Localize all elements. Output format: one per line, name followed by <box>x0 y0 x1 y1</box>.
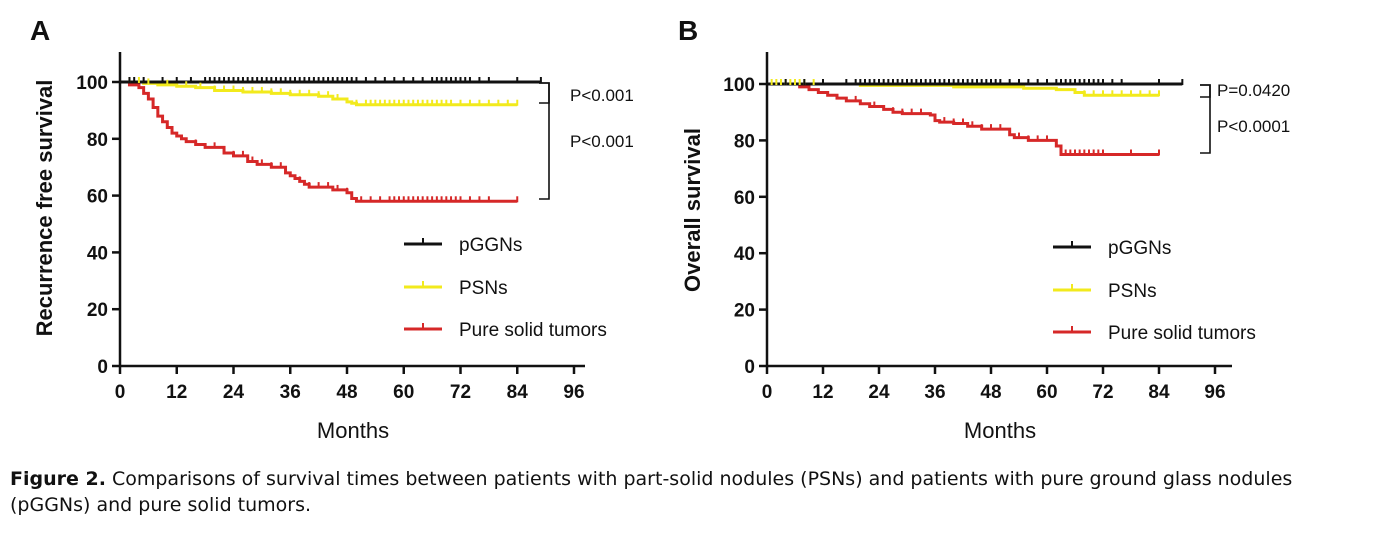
panel-b-censor-marks <box>770 79 1184 156</box>
panel-a-p-values: P<0.001 P<0.001 <box>539 82 634 200</box>
panel-a-y-tick-label-80: 80 <box>87 130 108 151</box>
panel-b-x-tick-label-36: 36 <box>924 382 945 403</box>
panel-a-x-tick-label-48: 48 <box>336 382 357 403</box>
panel-b-legend-label-pggns: pGGNs <box>1108 238 1171 259</box>
panel-a-x-tick-label-12: 12 <box>166 382 187 403</box>
panel-a-bracket-1 <box>539 82 550 200</box>
figure-caption: Figure 2. Comparisons of survival times … <box>10 466 1360 518</box>
panel-b-bracket-1 <box>1200 84 1211 154</box>
panel-b: B Overall survival Months 0 20 40 60 80 100 0 1… <box>678 15 1290 443</box>
caption-label: Figure 2. <box>10 468 106 490</box>
panel-b-x-axis-title: Months <box>964 418 1036 443</box>
panel-b-p-value-1: P<0.0001 <box>1217 117 1290 136</box>
panel-a: A Recurrence free survival Months 0 20 40 6… <box>30 15 634 443</box>
panel-b-legend: pGGNs PSNs Pure solid tumors <box>1053 238 1256 344</box>
panel-a-x-tick-label-96: 96 <box>563 382 584 403</box>
panel-a-legend-label-pure-solid-tumors: Pure solid tumors <box>459 320 607 341</box>
panel-b-x-tick-label-72: 72 <box>1092 382 1113 403</box>
panel-b-p-value-0: P=0.0420 <box>1217 81 1290 100</box>
panel-a-censor-marks <box>128 77 542 203</box>
panel-a-letter: A <box>30 15 50 46</box>
panel-b-y-tick-label-40: 40 <box>734 244 755 265</box>
panel-b-legend-label-psns: PSNs <box>1108 281 1157 302</box>
panel-a-y-tick-label-60: 60 <box>87 187 108 208</box>
panel-b-bracket-0 <box>1200 84 1211 98</box>
panel-a-p-value-1: P<0.001 <box>570 132 634 151</box>
panel-b-y-tick-label-60: 60 <box>734 188 755 209</box>
panel-b-y-tick-label-0: 0 <box>744 357 755 378</box>
panel-b-x-tick-label-48: 48 <box>980 382 1001 403</box>
panel-b-axes: 0 20 40 60 80 100 0 12 24 36 48 60 72 84 96 <box>723 52 1232 403</box>
panel-b-y-tick-label-100: 100 <box>723 75 755 96</box>
panel-a-y-axis-title: Recurrence free survival <box>32 80 57 337</box>
panel-a-x-axis-title: Months <box>317 418 389 443</box>
panel-a-x-tick-label-72: 72 <box>450 382 471 403</box>
panel-a-y-tick-label-20: 20 <box>87 300 108 321</box>
panel-a-axes: 0 20 40 60 80 100 0 12 24 36 48 60 72 84 96 <box>76 52 585 403</box>
panel-a-legend: pGGNs PSNs Pure solid tumors <box>404 235 607 341</box>
panel-b-legend-label-pure-solid-tumors: Pure solid tumors <box>1108 323 1256 344</box>
panel-b-x-tick-label-60: 60 <box>1036 382 1057 403</box>
panel-a-x-tick-label-0: 0 <box>115 382 126 403</box>
panel-a-bracket-0 <box>539 82 550 104</box>
panel-a-x-tick-label-24: 24 <box>223 382 245 403</box>
panel-b-x-tick-label-96: 96 <box>1204 382 1225 403</box>
panel-b-y-tick-label-20: 20 <box>734 301 755 322</box>
panel-b-p-values: P=0.0420 P<0.0001 <box>1200 81 1290 154</box>
panel-a-legend-label-pggns: pGGNs <box>459 235 522 256</box>
panel-b-x-tick-label-84: 84 <box>1148 382 1170 403</box>
panel-a-legend-label-psns: PSNs <box>459 278 508 299</box>
panel-a-y-tick-label-40: 40 <box>87 243 108 264</box>
panel-b-x-tick-label-0: 0 <box>762 382 773 403</box>
panel-a-y-tick-label-0: 0 <box>97 357 108 378</box>
panel-b-x-tick-label-24: 24 <box>868 382 890 403</box>
caption-text: Comparisons of survival times between pa… <box>10 468 1293 516</box>
panel-b-x-tick-label-12: 12 <box>812 382 833 403</box>
panel-a-p-value-0: P<0.001 <box>570 86 634 105</box>
panel-b-curves <box>767 82 1183 156</box>
panel-a-y-tick-label-100: 100 <box>76 73 108 94</box>
panel-b-letter: B <box>678 15 698 46</box>
panel-a-x-tick-label-60: 60 <box>393 382 414 403</box>
panel-b-curve-pure-solid-tumors <box>767 82 1159 156</box>
panel-a-curves <box>120 80 541 203</box>
panel-a-x-tick-label-36: 36 <box>280 382 301 403</box>
panel-b-y-axis-title: Overall survival <box>680 128 705 292</box>
panel-b-y-tick-label-80: 80 <box>734 131 755 152</box>
panel-a-x-tick-label-84: 84 <box>507 382 529 403</box>
